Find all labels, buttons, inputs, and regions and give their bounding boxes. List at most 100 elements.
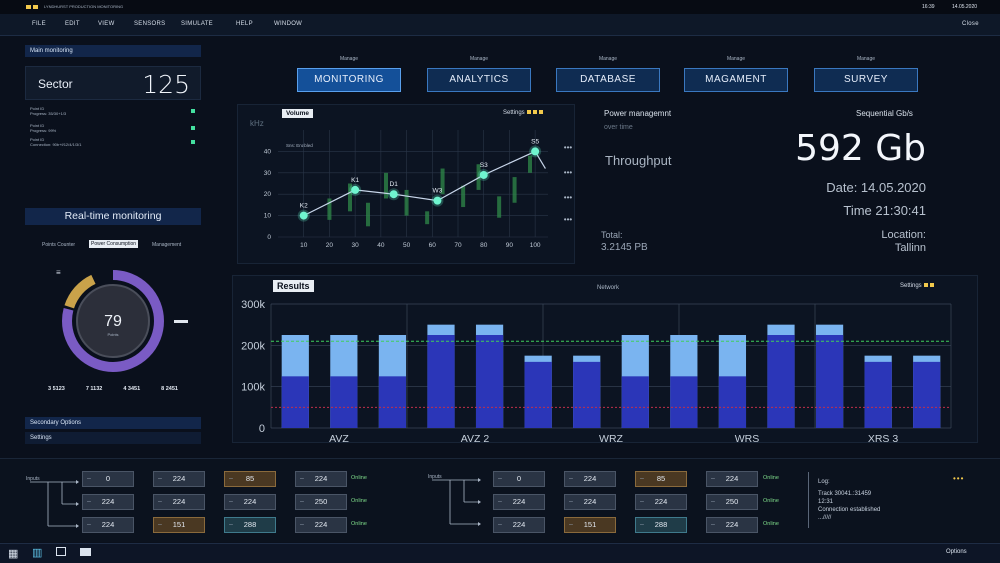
- value-chip[interactable]: – 250: [706, 494, 758, 510]
- x-tick-label: 40: [377, 242, 385, 249]
- menu-edit[interactable]: EDIT: [65, 21, 80, 27]
- tab-points-counter[interactable]: Points Counter: [42, 242, 76, 248]
- settings-button[interactable]: Settings: [25, 432, 201, 444]
- volume-settings[interactable]: Settings: [503, 110, 543, 116]
- total-label: Total:: [601, 230, 623, 240]
- tab-analytics[interactable]: ANALYTICS: [427, 68, 531, 92]
- chip-value: 224: [583, 497, 597, 506]
- value-chip[interactable]: – 224: [564, 494, 616, 510]
- chip-value: 288: [243, 520, 257, 529]
- value-chip[interactable]: – 224: [295, 471, 347, 487]
- menu-window[interactable]: WINDOW: [274, 21, 303, 27]
- value-chip[interactable]: – 224: [82, 517, 134, 533]
- chip-value: 224: [725, 520, 739, 529]
- tab-monitoring-manage: Manage: [339, 56, 359, 62]
- candle-mark: [461, 185, 466, 208]
- value-chip[interactable]: –0: [82, 471, 134, 487]
- menu-simulate[interactable]: SIMULATE: [181, 21, 213, 27]
- value-chip[interactable]: – 224: [706, 517, 758, 533]
- bar-inner: [670, 376, 698, 428]
- mail-app-icon[interactable]: [80, 548, 91, 556]
- value-chip[interactable]: – 224: [153, 471, 205, 487]
- y-tick-label: 0: [259, 423, 265, 435]
- chip-dash-icon: –: [300, 521, 304, 528]
- value-chip[interactable]: – 224: [224, 494, 276, 510]
- value-chip[interactable]: – 224: [564, 471, 616, 487]
- stat-4: 8 2451: [161, 386, 178, 392]
- bar-inner: [864, 361, 892, 428]
- tab-magament[interactable]: MAGAMENT: [684, 68, 788, 92]
- chip-dash-icon: –: [158, 521, 162, 528]
- results-chart: 0 100k 200k 300k AVZ AVZ 2 WRZ WRS XRS 3: [241, 299, 952, 444]
- realtime-monitoring-title: Real-time monitoring: [25, 208, 201, 225]
- data-point[interactable]: [351, 185, 360, 194]
- value-chip[interactable]: – 224: [706, 471, 758, 487]
- data-point[interactable]: [433, 196, 442, 205]
- more-dots-icon[interactable]: •••: [564, 168, 573, 177]
- value-chip[interactable]: – 85: [635, 471, 687, 487]
- window-app-icon[interactable]: [56, 547, 66, 556]
- menu-help[interactable]: HELP: [236, 21, 253, 27]
- list-item: Point ID Progress: 35/30+1/3: [30, 106, 200, 123]
- value-chip[interactable]: – 224: [635, 494, 687, 510]
- apps-grid-icon[interactable]: ▦: [8, 548, 19, 560]
- chart-app-icon[interactable]: ▥: [32, 547, 43, 559]
- menu-icon[interactable]: ≡: [56, 268, 61, 277]
- location-value: Tallinn: [894, 242, 926, 254]
- results-settings-label: Settings: [900, 283, 922, 289]
- more-dots-icon[interactable]: •••: [564, 193, 573, 202]
- data-point[interactable]: [299, 211, 308, 220]
- chip-value: 224: [101, 520, 115, 529]
- tab-database[interactable]: DATABASE: [556, 68, 660, 92]
- menu-file[interactable]: FILE: [32, 21, 46, 27]
- value-chip[interactable]: – 224: [82, 494, 134, 510]
- tab-power-consumption[interactable]: Power Consumption: [89, 240, 139, 248]
- list-item: Point ID Connection: 90b+f/12/4/1/3/1: [30, 137, 200, 151]
- value-chip[interactable]: – 224: [493, 517, 545, 533]
- close-button[interactable]: Close: [962, 21, 979, 27]
- menu-view[interactable]: VIEW: [98, 21, 115, 27]
- tab-management[interactable]: Management: [152, 242, 182, 248]
- secondary-options-button[interactable]: Secondary Options: [25, 417, 201, 429]
- chip-value: 224: [654, 497, 668, 506]
- more-dots-icon[interactable]: •••: [564, 143, 573, 152]
- value-chip[interactable]: – 224: [493, 494, 545, 510]
- y-tick-label: 100k: [241, 382, 265, 394]
- data-point[interactable]: [531, 147, 540, 156]
- chip-value: 224: [314, 520, 328, 529]
- candle-mark: [425, 211, 430, 225]
- chip-value: 224: [101, 497, 115, 506]
- value-chip[interactable]: – 224: [295, 517, 347, 533]
- sector-value: 125: [142, 70, 190, 99]
- value-chip[interactable]: – 85: [224, 471, 276, 487]
- sector-box: Sector 125: [25, 66, 201, 100]
- candle-mark: [384, 172, 388, 199]
- value-chip[interactable]: – 288: [224, 517, 276, 533]
- data-point[interactable]: [389, 190, 398, 199]
- menu-sensors[interactable]: SENSORS: [134, 21, 166, 27]
- data-point[interactable]: [479, 170, 488, 179]
- stat-3: 4 3451: [123, 386, 141, 392]
- results-settings[interactable]: Settings: [900, 283, 934, 289]
- volume-settings-label: Settings: [503, 110, 525, 116]
- bar-inner: [718, 376, 747, 428]
- options-button[interactable]: Options: [946, 549, 967, 555]
- value-chip[interactable]: – 224: [153, 494, 205, 510]
- settings-dot-icon: [929, 283, 934, 287]
- tab-monitoring[interactable]: MONITORING: [297, 68, 401, 92]
- chip-dash-icon: –: [569, 521, 573, 528]
- tab-survey[interactable]: SURVEY: [814, 68, 918, 92]
- value-chip[interactable]: –0: [493, 471, 545, 487]
- indicator-bar: [174, 320, 188, 323]
- data-label: W3: [433, 188, 443, 195]
- app-title: LYNDHURST PRODUCTION MONITORING: [44, 4, 124, 9]
- value-chip[interactable]: – 151: [153, 517, 205, 533]
- more-dots-icon[interactable]: •••: [953, 474, 965, 483]
- time-label: Time 21:30:41: [843, 203, 926, 218]
- value-chip[interactable]: – 288: [635, 517, 687, 533]
- value-chip[interactable]: – 151: [564, 517, 616, 533]
- more-dots-icon[interactable]: •••: [564, 215, 573, 224]
- settings-dot-icon: [538, 110, 543, 114]
- value-chip[interactable]: – 250: [295, 494, 347, 510]
- chip-value: 250: [725, 497, 739, 506]
